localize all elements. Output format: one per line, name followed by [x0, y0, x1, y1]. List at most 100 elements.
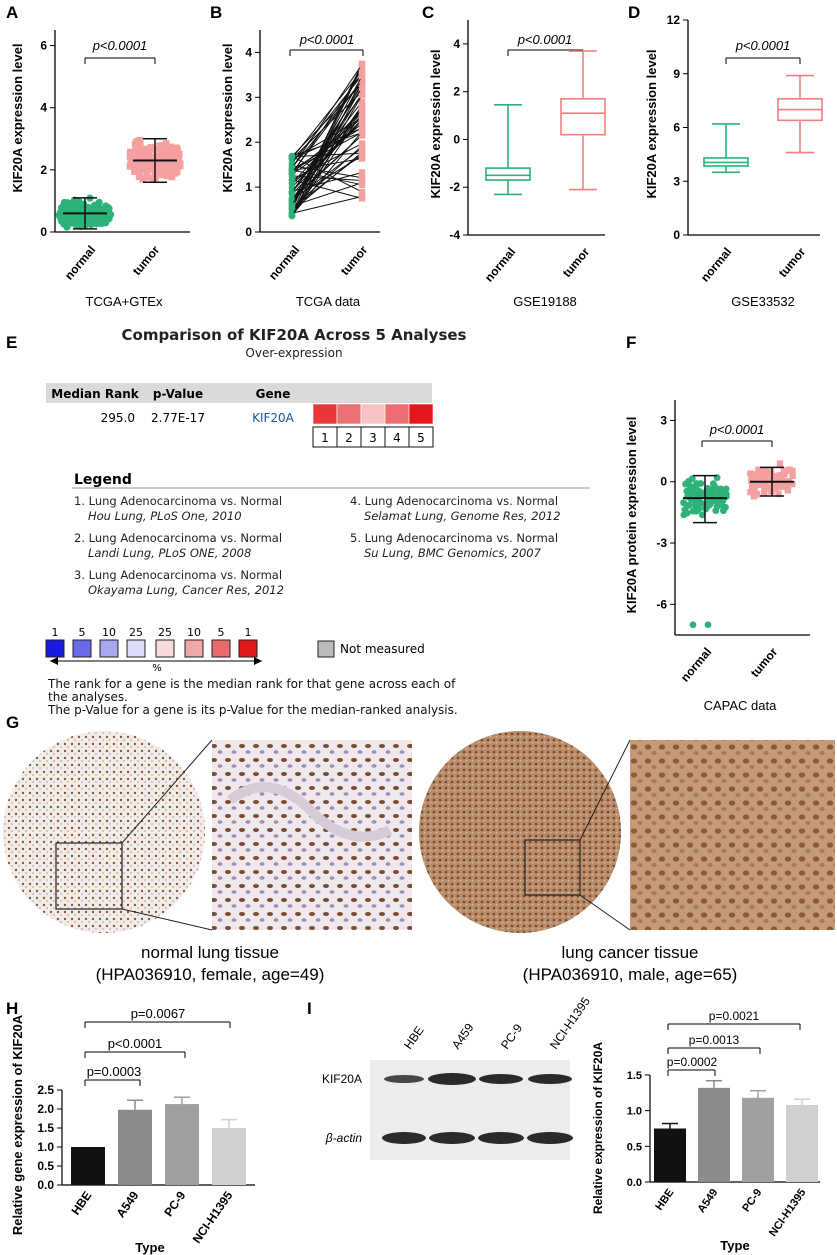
- panel-a-point: [131, 140, 139, 148]
- panel-f-point: [685, 501, 693, 509]
- scale-cell-1: [45, 639, 65, 658]
- blot-col-a459: A459: [449, 1020, 477, 1051]
- gene-link[interactable]: KIF20A: [252, 411, 295, 425]
- panel-f-ytick-0: -6: [656, 597, 667, 611]
- panel-b-normal-point: [288, 153, 296, 160]
- panel-b-pair-line: [291, 64, 363, 210]
- panel-f-ytick-3: 3: [660, 413, 667, 427]
- panel-i-xtick: A549: [696, 1187, 721, 1215]
- panel-f-point: [680, 499, 688, 507]
- panel-c-ytick-3: 2: [453, 85, 460, 99]
- panel-a-point: [175, 160, 183, 168]
- panel-letter-h: H: [6, 999, 18, 1018]
- panel-b-pair-line: [291, 80, 363, 174]
- header-gene: Gene: [256, 387, 291, 401]
- panel-b-tumor-point: [358, 124, 366, 132]
- panel-b-pair-line: [291, 74, 363, 164]
- panel-i-ytick-3: 1.5: [627, 1070, 642, 1082]
- blot-row-actin: β-actin: [325, 1131, 363, 1145]
- panel-f-point: [698, 511, 706, 519]
- panel-h-bar: [118, 1109, 152, 1185]
- panel-b-pair-line: [291, 195, 363, 214]
- not-measured-swatch: [317, 640, 335, 658]
- panel-i-xtick: NCI-H1395: [767, 1187, 808, 1239]
- panel-f-point: [784, 487, 792, 494]
- panel-i-bar: [742, 1097, 774, 1182]
- panel-a-point: [66, 201, 74, 210]
- legend-source-3: Okayama Lung, Cancer Res, 2012: [88, 583, 284, 597]
- panel-f-point: [685, 477, 692, 485]
- panel-f-point: [693, 480, 701, 487]
- panel-i-ytick-2: 1.0: [627, 1106, 642, 1118]
- panel-a-point: [102, 202, 110, 210]
- panel-b-pair-line: [291, 83, 363, 202]
- panel-f-point: [680, 511, 688, 519]
- panel-i-xtick: HBE: [653, 1187, 676, 1213]
- panel-b-tumor-point: [358, 72, 366, 80]
- panel-f-point: [776, 460, 784, 467]
- panel-h-xtick: A549: [114, 1188, 142, 1220]
- panel-b-tumor-point: [358, 110, 366, 117]
- panel-c-ytick-2: 0: [453, 132, 460, 146]
- panel-c-tick-tumor: tumor: [560, 245, 593, 280]
- panel-a-point: [87, 221, 95, 229]
- scale-label-8: 1: [245, 626, 252, 639]
- panel-b-normal-point: [288, 164, 296, 172]
- legend-item-2: 2. Lung Adenocarcinoma vs. Normal: [74, 531, 282, 545]
- oncomine-title: Comparison of KIF20A Across 5 Analyses: [122, 326, 467, 344]
- panel-b-tick-tumor: tumor: [338, 243, 371, 278]
- legend-item-1: 1. Lung Adenocarcinoma vs. Normal: [74, 494, 282, 508]
- panel-b-tumor-point: [358, 179, 366, 186]
- panel-a-point: [142, 145, 150, 153]
- panel-h-ytick-3: 1.5: [37, 1121, 54, 1135]
- panel-b-tumor-point: [358, 61, 366, 68]
- panel-f-point: [754, 473, 762, 481]
- legend-item-4: 4. Lung Adenocarcinoma vs. Normal: [350, 494, 558, 508]
- panel-a-chart: KIF20A expression level 0 2 4 6 p<0.0001 no…: [10, 30, 190, 309]
- panel-h-chart: Relative gene expression of KIF20A 0.0 0.…: [10, 1006, 255, 1255]
- panel-b-pair-line: [291, 64, 363, 169]
- panel-a-xlabel: TCGA+GTEx: [86, 294, 163, 309]
- panel-b-pair-line: [291, 147, 363, 201]
- panel-i-xlabel: Type: [720, 1238, 749, 1253]
- panel-c-pvalue: p<0.0001: [517, 32, 573, 47]
- panel-i-pvalue-1: p=0.0002: [667, 1055, 718, 1069]
- panel-a-tick-tumor: tumor: [130, 243, 163, 278]
- panel-a-point: [173, 165, 181, 173]
- panel-f-point: [719, 486, 727, 494]
- panel-f-ytick-1: -3: [656, 536, 667, 550]
- header-median-rank: Median Rank: [51, 387, 139, 401]
- panel-a-point: [139, 175, 147, 183]
- panel-a-point: [143, 169, 151, 177]
- heat-cell-1: [312, 403, 338, 425]
- panel-d-ylabel: KIF20A expression level: [644, 49, 659, 198]
- panel-c-xlabel: GSE19188: [513, 294, 577, 309]
- panel-h-bar: [212, 1128, 246, 1185]
- panel-h-pvalue-3: p=0.0067: [131, 1006, 186, 1021]
- scale-cell-3: [99, 639, 119, 658]
- panel-a-point: [57, 210, 66, 218]
- panel-b-xlabel: TCGA data: [296, 294, 361, 309]
- panel-a-ytick-1: 2: [40, 163, 47, 177]
- panel-d-ytick-0: 0: [673, 228, 680, 242]
- panel-a-point: [149, 146, 157, 153]
- cancer-tissue-core-image: [419, 731, 621, 933]
- panel-b-chart: KIF20A expression level 0 1 2 3 4 p<0.0001 n…: [220, 30, 380, 309]
- panel-i-chart: Relative expression of KIF20A 0.0 0.5 1.0 1…: [591, 1009, 820, 1253]
- panel-f-point: [689, 507, 697, 515]
- panel-f-point: [761, 489, 768, 496]
- panel-f-point: [755, 469, 762, 476]
- panel-c-ytick-0: -4: [449, 228, 460, 242]
- panel-h-ylabel: Relative gene expression of KIF20A: [10, 1014, 25, 1235]
- panel-a-point: [173, 155, 181, 163]
- panel-i-blot: KIF20A β-actin HBE A459 PC-9 NCI-H1395: [322, 994, 593, 1160]
- panel-f-point: [789, 472, 796, 479]
- panel-f-point: [754, 481, 762, 489]
- percent-label: %: [152, 663, 162, 674]
- panel-f-point: [779, 482, 786, 490]
- panel-a-point: [80, 211, 88, 219]
- panel-i-ylabel: Relative expression of KIF20A: [591, 1042, 605, 1214]
- panel-h-bar: [165, 1104, 199, 1185]
- panel-a-point: [131, 154, 138, 161]
